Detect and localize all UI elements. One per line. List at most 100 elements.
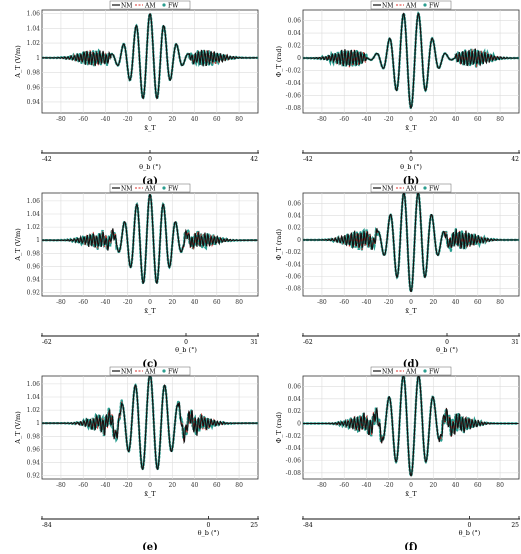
y-tick-label: 0.04: [288, 396, 302, 403]
y-tick-label: 1: [36, 237, 40, 244]
y-tick-label: 0.94: [27, 277, 41, 284]
panel-caption: (d): [403, 359, 419, 370]
series-nm-line: [42, 376, 258, 471]
angle-axis-tick-label: -84: [303, 522, 313, 529]
series-group: [42, 376, 258, 472]
x-tick-label: 0: [148, 482, 152, 489]
x-tick-label: -40: [362, 299, 372, 306]
chart-panel-f: -80 -60 -40 -20 0 20 40 60 80 -0.08 -0.06 -0.04 -0.0…: [275, 366, 520, 553]
legend-nm-label: NM: [121, 186, 132, 193]
y-tick-label: 0.06: [288, 18, 302, 25]
legend-box: [109, 183, 191, 193]
x-tick-label: -40: [362, 482, 372, 489]
x-tick-label: -40: [362, 116, 372, 123]
y-tick-label: 0.94: [27, 99, 41, 106]
series-group: [42, 193, 258, 286]
legend-box: [370, 183, 452, 193]
legend: NM AM FW: [109, 0, 191, 10]
y-tick-label: 0.96: [27, 84, 41, 91]
series-group: [42, 12, 258, 101]
x-tick-label: 40: [452, 299, 460, 306]
x-axis-label: x̃_T: [405, 489, 417, 498]
x-tick-label: 60: [474, 482, 482, 489]
legend: NM AM FW: [109, 183, 191, 193]
chart-panel-c: -80 -60 -40 -20 0 20 40 60 80 0.92 0.94 0.96 0.98 1 1.…: [14, 183, 259, 370]
y-tick-label: 1.02: [27, 407, 41, 414]
chart-panel-a: -80 -60 -40 -20 0 20 40 60 80 0.94 0.96 0.98 1 1.02 1.…: [14, 0, 259, 187]
angle-axis-label: θ_b (°): [400, 163, 422, 171]
y-axis-label: Φ_T (rad): [275, 411, 283, 443]
legend: NM AM FW: [109, 366, 191, 376]
legend: NM AM FW: [370, 366, 452, 376]
x-tick-label: -80: [56, 116, 66, 123]
y-tick-label: 0.04: [288, 30, 302, 37]
x-tick-label: 40: [452, 116, 460, 123]
series-nm-line: [303, 12, 519, 109]
legend-nm-label: NM: [382, 369, 393, 376]
legend-am-label: AM: [405, 3, 416, 10]
series-nm-line: [303, 193, 519, 293]
series-group: [303, 376, 519, 477]
y-axis-label: Φ_T (rad): [275, 228, 283, 260]
angle-axis-tick-label: 31: [511, 339, 519, 346]
legend-fw-swatch: [423, 186, 427, 190]
y-tick-label: -0.02: [286, 433, 302, 440]
angle-axis-tick-label: 0: [184, 339, 188, 346]
legend: NM AM FW: [370, 183, 452, 193]
y-tick-label: 1: [36, 55, 40, 62]
x-tick-label: -60: [339, 116, 349, 123]
series-group: [303, 193, 519, 293]
series-nm-line: [42, 13, 258, 100]
y-tick-label: -0.04: [286, 445, 302, 452]
x-axis-label: x̃_T: [405, 123, 417, 132]
x-tick-label: 60: [213, 482, 221, 489]
angle-axis-tick-label: 0: [445, 339, 449, 346]
x-tick-label: -40: [101, 482, 111, 489]
legend-fw-swatch: [162, 369, 166, 373]
x-tick-label: -80: [56, 299, 66, 306]
angle-axis-tick-label: 31: [250, 339, 258, 346]
angle-axis-tick-label: 0: [207, 522, 211, 529]
x-tick-label: 80: [496, 116, 504, 123]
x-axis-label: x̃_T: [405, 306, 417, 315]
chart-panel-d: -80 -60 -40 -20 0 20 40 60 80 -0.08 -0.06 -0.04 -0.0…: [275, 183, 520, 370]
x-tick-label: 60: [213, 116, 221, 123]
y-tick-label: -0.06: [286, 457, 302, 464]
y-tick-label: 0.98: [27, 70, 41, 77]
legend-fw-swatch: [162, 186, 166, 190]
y-axis-label: Φ_T (rad): [275, 45, 283, 77]
angle-axis-tick-label: 25: [250, 522, 258, 529]
y-tick-label: -0.04: [286, 80, 302, 87]
series-nm-line: [42, 193, 258, 285]
panel-caption: (a): [142, 176, 158, 187]
x-tick-label: 80: [235, 299, 243, 306]
x-tick-label: 0: [409, 299, 413, 306]
legend-nm-label: NM: [382, 186, 393, 193]
y-tick-label: 0.98: [27, 433, 41, 440]
x-tick-label: -60: [78, 116, 88, 123]
x-tick-label: 0: [148, 299, 152, 306]
y-tick-label: 1: [36, 420, 40, 427]
y-tick-label: 0.92: [27, 473, 41, 480]
angle-axis-label: θ_b (°): [175, 346, 197, 354]
y-tick-label: 0.02: [288, 408, 302, 415]
x-tick-label: -80: [317, 116, 327, 123]
x-tick-label: -60: [78, 299, 88, 306]
legend-fw-label: FW: [429, 3, 440, 10]
chart-panel-b: -80 -60 -40 -20 0 20 40 60 80 -0.08 -0.06 -0.04 -0.0…: [275, 0, 520, 187]
y-tick-label: 1.04: [27, 25, 41, 32]
panel-caption: (c): [142, 359, 158, 370]
angle-axis-tick-label: -42: [303, 156, 313, 163]
angle-axis-tick-label: -84: [42, 522, 52, 529]
angle-axis-label: θ_b (°): [198, 529, 220, 537]
legend-fw-label: FW: [429, 369, 440, 376]
x-tick-label: -60: [339, 299, 349, 306]
y-tick-label: 0.02: [288, 225, 302, 232]
x-tick-label: 0: [148, 116, 152, 123]
y-tick-label: 0.92: [27, 290, 41, 297]
y-tick-label: -0.08: [286, 470, 302, 477]
legend-box: [109, 0, 191, 10]
legend-am-label: AM: [144, 186, 155, 193]
x-tick-label: 60: [213, 299, 221, 306]
